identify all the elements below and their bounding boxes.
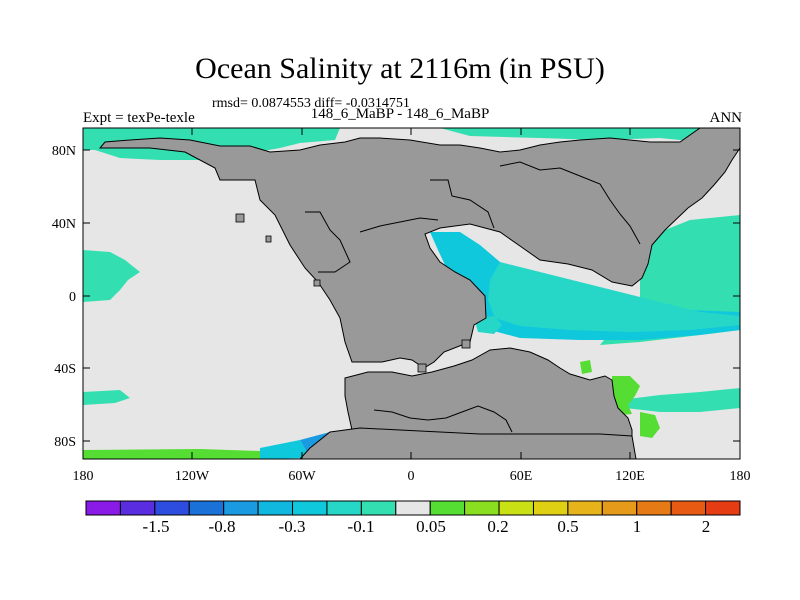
lon-label: 180 — [730, 469, 751, 484]
southern-east-anomaly — [620, 388, 740, 412]
colorbar-swatch — [464, 500, 500, 516]
colorbar-swatch — [154, 500, 190, 516]
southeast-positive-anomaly — [612, 376, 640, 415]
colorbar-swatch — [326, 500, 362, 516]
colorbar-swatch — [636, 500, 672, 516]
island — [265, 235, 272, 243]
antarctic-cyan-patch — [260, 440, 310, 459]
colorbar-labels: -1.5 -0.8 -0.3 -0.1 0.05 0.2 0.5 1 2 — [143, 517, 711, 536]
colorbar-swatch — [119, 500, 156, 516]
lon-label: 0 — [408, 469, 415, 484]
lat-label: 40S — [54, 362, 76, 377]
colorbar-label: -0.3 — [279, 517, 306, 536]
colorbar-swatch — [532, 500, 569, 516]
island — [461, 339, 471, 349]
lon-label: 60W — [288, 469, 316, 484]
experiment-label: Expt = texPe-texle — [83, 110, 195, 126]
small-green-patch — [580, 360, 592, 374]
map-title: Ocean Salinity at 2116m (in PSU) — [195, 52, 605, 85]
southern-west-anomaly — [83, 390, 130, 405]
lon-label: 120E — [615, 469, 645, 484]
lat-label: 80S — [54, 435, 76, 450]
colorbar-swatch — [601, 500, 638, 516]
comparison-label: 148_6_MaBP - 148_6_MaBP — [310, 106, 490, 122]
colorbar-label: 0.05 — [416, 517, 446, 536]
colorbar-swatch — [292, 500, 328, 516]
tethys-anomaly-inner — [488, 262, 740, 332]
colorbar-swatch — [670, 500, 707, 516]
lat-label: 40N — [52, 217, 76, 232]
colorbar-label: -1.5 — [143, 517, 170, 536]
colorbar-swatch — [257, 500, 294, 516]
island — [313, 279, 321, 287]
island — [417, 363, 427, 373]
arctic-anomaly-east — [440, 128, 740, 145]
colorbar-label: 0.5 — [557, 517, 578, 536]
antarctica — [299, 427, 637, 459]
landmass-north — [98, 128, 740, 369]
colorbar-swatch — [498, 500, 534, 516]
colorbar-swatch — [85, 500, 121, 516]
lon-ticks — [82, 128, 741, 459]
east-pacific-anomaly — [83, 250, 140, 302]
map-area — [83, 128, 740, 459]
southeast-positive-anomaly-2 — [640, 412, 660, 438]
season-label: ANN — [709, 110, 743, 126]
antarctic-positive-strip — [83, 449, 260, 459]
colorbar-label: 1 — [633, 517, 642, 536]
lon-label: 120W — [175, 469, 210, 484]
colorbar-label: 0.2 — [487, 517, 508, 536]
colorbar-swatch — [395, 500, 431, 516]
colorbar-swatch — [705, 500, 741, 516]
colorbar-label: -0.1 — [348, 517, 375, 536]
lat-ticks — [83, 149, 740, 442]
colorbar-label: -0.8 — [209, 517, 236, 536]
lat-label: 80N — [52, 144, 76, 159]
colorbar-label: 2 — [702, 517, 711, 536]
lat-label: 0 — [69, 290, 76, 305]
colorbar-swatch — [223, 500, 259, 516]
lon-label: 180 — [73, 469, 94, 484]
colorbar-swatch — [429, 500, 466, 516]
colorbar — [85, 500, 741, 516]
stats-text: rmsd= 0.0874553 diff= -0.0314751 — [212, 96, 410, 111]
lon-label: 60E — [510, 469, 533, 484]
colorbar-swatch — [360, 500, 397, 516]
colorbar-swatch — [567, 500, 603, 516]
colorbar-swatch — [188, 500, 225, 516]
coastline-detail — [305, 161, 641, 433]
island — [235, 213, 245, 223]
